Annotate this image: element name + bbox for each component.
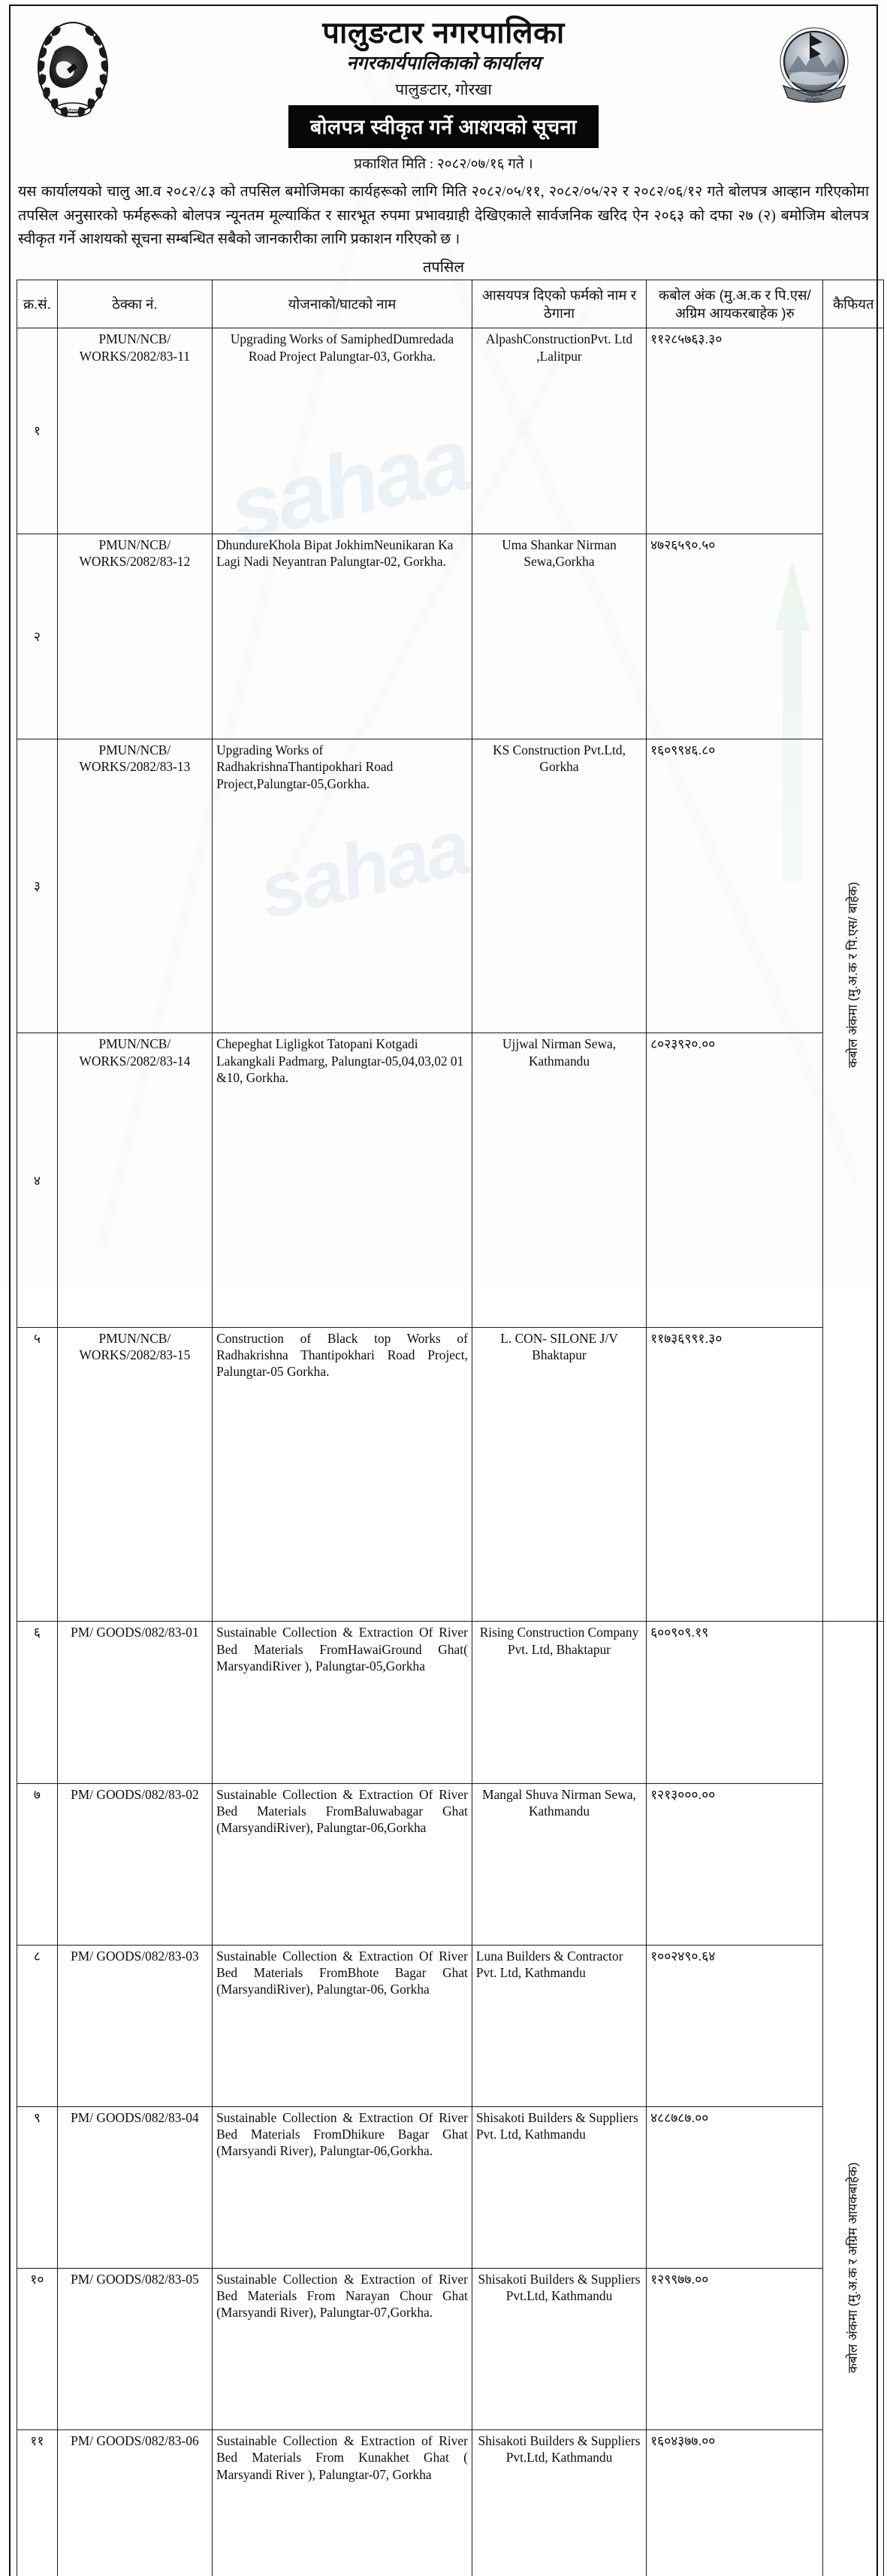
cell-contract: PMUN/NCB/ WORKS/2082/83-11: [57, 328, 212, 534]
cell-contract: PMUN/NCB/ WORKS/2082/83-14: [57, 1033, 212, 1327]
cell-sn: ६: [17, 1622, 58, 1783]
cell-amount: ४७२६५९०.५०: [647, 534, 823, 739]
cell-firm: Shisakoti Builders & Suppliers Pvt. Ltd,…: [472, 2106, 646, 2268]
cell-amount: ११७३६९९१.३०: [647, 1327, 823, 1621]
document-frame: नेपाल पालुङटार नगरपालिका नगरकार्यपालिकाक…: [9, 5, 878, 2576]
cell-contract: PMUN/NCB/ WORKS/2082/83-13: [57, 739, 212, 1033]
cell-project: Upgrading Works of RadhakrishnaThantipok…: [213, 739, 472, 1033]
cell-firm: Mangal Shuva Nirman Sewa, Kathmandu: [472, 1783, 646, 1945]
cell-amount: १६०९९४६.८०: [647, 739, 823, 1033]
notice-page: sahaa sahaa: [0, 0, 887, 1288]
municipality-logo: पालुङटार नगरपालिका: [758, 14, 870, 110]
table-row: ७ PM/ GOODS/082/83-02 Sustainable Collec…: [17, 1783, 884, 1945]
cell-amount: १६०४३७७.००: [647, 2430, 823, 2576]
cell-project: Sustainable Collection & Extraction Of R…: [213, 2106, 472, 2268]
cell-firm: Rising Construction Company Pvt. Ltd, Bh…: [472, 1622, 646, 1783]
cell-contract: PM/ GOODS/082/83-02: [57, 1783, 212, 1945]
cell-firm: KS Construction Pvt.Ltd, Gorkha: [472, 739, 646, 1033]
cell-sn: १: [17, 328, 58, 534]
cell-project: Sustainable Collection & Extraction of R…: [213, 2430, 472, 2576]
cell-contract: PM/ GOODS/082/83-04: [57, 2106, 212, 2268]
table-row: ४ PMUN/NCB/ WORKS/2082/83-14 Chepeghat L…: [17, 1033, 884, 1327]
nepal-government-emblem: नेपाल: [17, 14, 129, 122]
cell-project: Chepeghat Ligligkot Tatopani Kotgadi Lak…: [213, 1033, 472, 1327]
svg-text:नगरपालिका: नगरपालिका: [805, 97, 824, 103]
org-place: पालुङटार, गोरखा: [129, 79, 758, 100]
cell-contract: PMUN/NCB/ WORKS/2082/83-15: [57, 1327, 212, 1621]
table-row: ५ PMUN/NCB/ WORKS/2082/83-15 Constructio…: [17, 1327, 884, 1621]
table-row: ९ PM/ GOODS/082/83-04 Sustainable Collec…: [17, 2106, 884, 2268]
col-header-firm: आसयपत्र दिएको फर्मको नाम र ठेगाना: [472, 280, 646, 328]
cell-sn: ८: [17, 1945, 58, 2106]
cell-remark-group-1: कबोल अंकमा (मु.अ.क र पि.एस/ बाहेक): [823, 328, 884, 1622]
cell-sn: २: [17, 534, 58, 739]
remark-vertical-text: कबोल अंकमा (मु.अ.क र पि.एस/ बाहेक): [845, 331, 861, 1619]
table-row: १० PM/ GOODS/082/83-05 Sustainable Colle…: [17, 2268, 884, 2429]
cell-sn: ७: [17, 1783, 58, 1945]
cell-amount: ६००९०९.१९: [647, 1622, 823, 1783]
svg-text:नेपाल: नेपाल: [68, 107, 78, 113]
cell-sn: ५: [17, 1327, 58, 1621]
cell-firm: Shisakoti Builders & Suppliers Pvt.Ltd, …: [472, 2430, 646, 2576]
cell-contract: PM/ GOODS/082/83-03: [57, 1945, 212, 2106]
cell-sn: ३: [17, 739, 58, 1033]
cell-remark-group-2: कबोल अंकमा (मु.अ.क र अग्रिम आयकबाहेक): [823, 1622, 884, 2576]
cell-project: Sustainable Collection & Extraction Of R…: [213, 1945, 472, 2106]
table-row: ८ PM/ GOODS/082/83-03 Sustainable Collec…: [17, 1945, 884, 2106]
cell-project: Sustainable Collection & Extraction Of R…: [213, 1622, 472, 1783]
notice-banner-title: बोलपत्र स्वीकृत गर्ने आशयको सूचना: [288, 105, 599, 148]
cell-sn: १०: [17, 2268, 58, 2429]
cell-project: DhundureKhola Bipat JokhimNeunikaran Ka …: [213, 534, 472, 739]
cell-contract: PMUN/NCB/ WORKS/2082/83-12: [57, 534, 212, 739]
published-date: प्रकाशित मिति : २०८२/०७/१६ गते ।: [129, 153, 758, 173]
intro-paragraph: यस कार्यालयको चालु आ.व २०८२/८३ को तपसिल …: [18, 180, 869, 252]
cell-amount: ११२८५७६३.३०: [647, 328, 823, 534]
title-block: पालुङटार नगरपालिका नगरकार्यपालिकाको कार्…: [129, 14, 758, 173]
cell-contract: PM/ GOODS/082/83-01: [57, 1622, 212, 1783]
cell-amount: ४८८७८७.००: [647, 2106, 823, 2268]
cell-amount: १००२४९०.६४: [647, 1945, 823, 2106]
cell-sn: ११: [17, 2430, 58, 2576]
col-header-contract: ठेक्का नं.: [57, 280, 212, 328]
col-header-remark: कैफियत: [823, 280, 884, 328]
col-header-sn: क्र.सं.: [17, 280, 58, 328]
tender-table: क्र.सं. ठेक्का नं. योजनाको/घाटको नाम आसय…: [17, 280, 884, 2576]
table-row: १ PMUN/NCB/ WORKS/2082/83-11 Upgrading W…: [17, 328, 884, 534]
masthead: नेपाल पालुङटार नगरपालिका नगरकार्यपालिकाक…: [17, 11, 870, 173]
cell-amount: १२९९७७.००: [647, 2268, 823, 2429]
cell-firm: Uma Shankar Nirman Sewa,Gorkha: [472, 534, 646, 739]
cell-amount: १२१३०००.००: [647, 1783, 823, 1945]
cell-project: Construction of Black top Works of Radha…: [213, 1327, 472, 1621]
cell-firm: L. CON- SILONE J/V Bhaktapur: [472, 1327, 646, 1621]
remark-vertical-text: कबोल अंकमा (मु.अ.क र अग्रिम आयकबाहेक): [845, 1624, 861, 2576]
cell-project: Sustainable Collection & Extraction Of R…: [213, 1783, 472, 1945]
cell-contract: PM/ GOODS/082/83-06: [57, 2430, 212, 2576]
org-title: पालुङटार नगरपालिका: [129, 17, 758, 50]
cell-firm: Shisakoti Builders & Suppliers Pvt.Ltd, …: [472, 2268, 646, 2429]
cell-sn: ४: [17, 1033, 58, 1327]
table-row: २ PMUN/NCB/ WORKS/2082/83-12 DhundureKho…: [17, 534, 884, 739]
col-header-project: योजनाको/घाटको नाम: [213, 280, 472, 328]
cell-project: Upgrading Works of SamiphedDumredada Roa…: [213, 328, 472, 534]
svg-text:पालुङटार: पालुङटार: [806, 91, 822, 97]
cell-firm: AlpashConstructionPvt. Ltd ,Lalitpur: [472, 328, 646, 534]
table-row: ११ PM/ GOODS/082/83-06 Sustainable Colle…: [17, 2430, 884, 2576]
cell-contract: PM/ GOODS/082/83-05: [57, 2268, 212, 2429]
col-header-amount: कबोल अंक (मु.अ.क र पि.एस/ अग्रिम आयकरबाह…: [647, 280, 823, 328]
table-header-row: क्र.सं. ठेक्का नं. योजनाको/घाटको नाम आसय…: [17, 280, 884, 328]
org-subtitle: नगरकार्यपालिकाको कार्यालय: [129, 52, 758, 77]
table-row: ३ PMUN/NCB/ WORKS/2082/83-13 Upgrading W…: [17, 739, 884, 1033]
table-row: ६ PM/ GOODS/082/83-01 Sustainable Collec…: [17, 1622, 884, 1783]
cell-project: Sustainable Collection & Extraction of R…: [213, 2268, 472, 2429]
cell-firm: Ujjwal Nirman Sewa, Kathmandu: [472, 1033, 646, 1327]
table-caption: तपसिल: [17, 256, 870, 277]
cell-amount: ८०२३९२०.००: [647, 1033, 823, 1327]
cell-sn: ९: [17, 2106, 58, 2268]
cell-firm: Luna Builders & Contractor Pvt. Ltd, Kat…: [472, 1945, 646, 2106]
